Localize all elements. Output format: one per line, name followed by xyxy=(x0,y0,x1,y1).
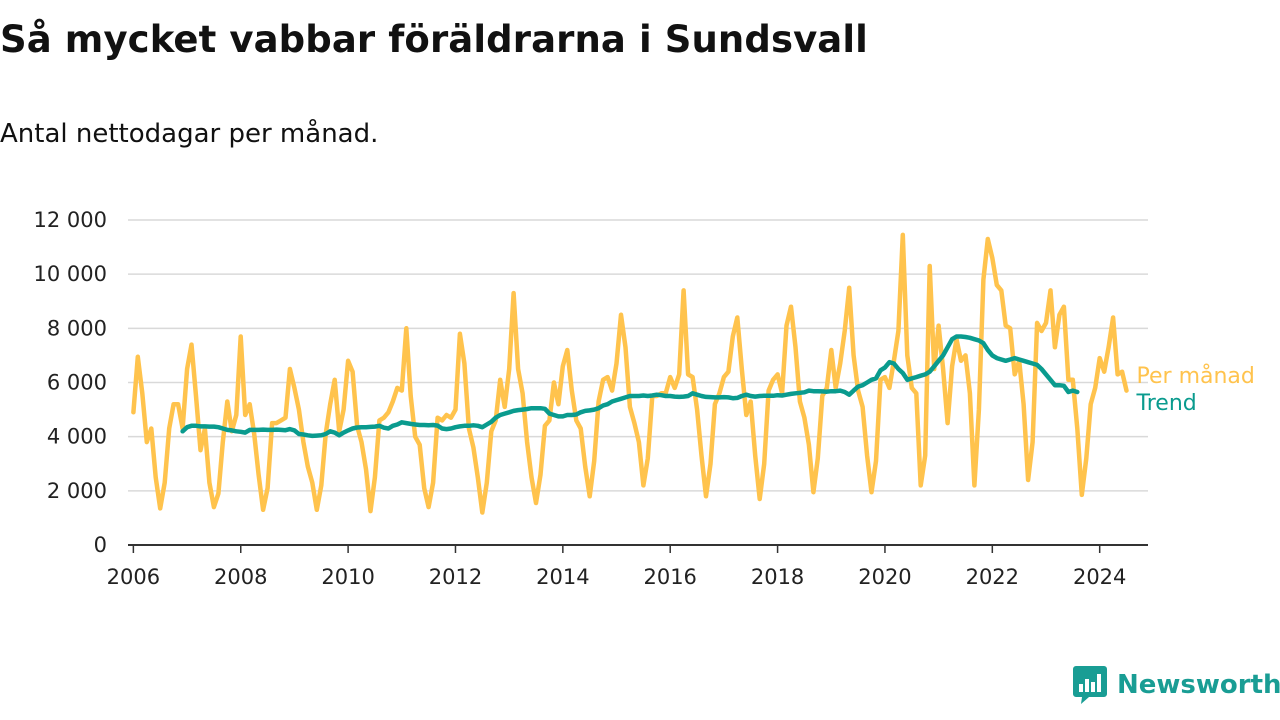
x-tick-label: 2014 xyxy=(536,565,589,589)
x-tick-label: 2006 xyxy=(107,565,160,589)
x-tick-label: 2008 xyxy=(214,565,267,589)
x-tick-label: 2020 xyxy=(858,565,911,589)
x-tick-label: 2016 xyxy=(643,565,696,589)
y-tick-label: 10 000 xyxy=(34,262,107,286)
y-tick-label: 12 000 xyxy=(34,208,107,232)
y-tick-label: 0 xyxy=(94,533,107,557)
x-tick-label: 2012 xyxy=(429,565,482,589)
x-tick-label: 2024 xyxy=(1073,565,1126,589)
brand-name: Newsworthy xyxy=(1117,670,1280,700)
series-line-trend xyxy=(180,334,1080,439)
series-line-per-månad xyxy=(131,232,1129,515)
x-tick-label: 2018 xyxy=(751,565,804,589)
legend-label-trend: Trend xyxy=(1136,391,1197,416)
bar-chart-speech-bubble-icon xyxy=(1073,666,1107,704)
y-tick-label: 4 000 xyxy=(47,425,107,449)
page-title: Så mycket vabbar föräldrarna i Sundsvall xyxy=(0,18,868,61)
y-tick-label: 8 000 xyxy=(47,316,107,340)
brand-logo: Newsworthy xyxy=(1073,666,1280,704)
x-tick-label: 2010 xyxy=(321,565,374,589)
y-tick-label: 6 000 xyxy=(47,371,107,395)
y-tick-label: 2 000 xyxy=(47,479,107,503)
legend-label-per-månad: Per månad xyxy=(1137,363,1255,389)
page-subtitle: Antal nettodagar per månad. xyxy=(0,119,379,149)
x-tick-label: 2022 xyxy=(966,565,1019,589)
